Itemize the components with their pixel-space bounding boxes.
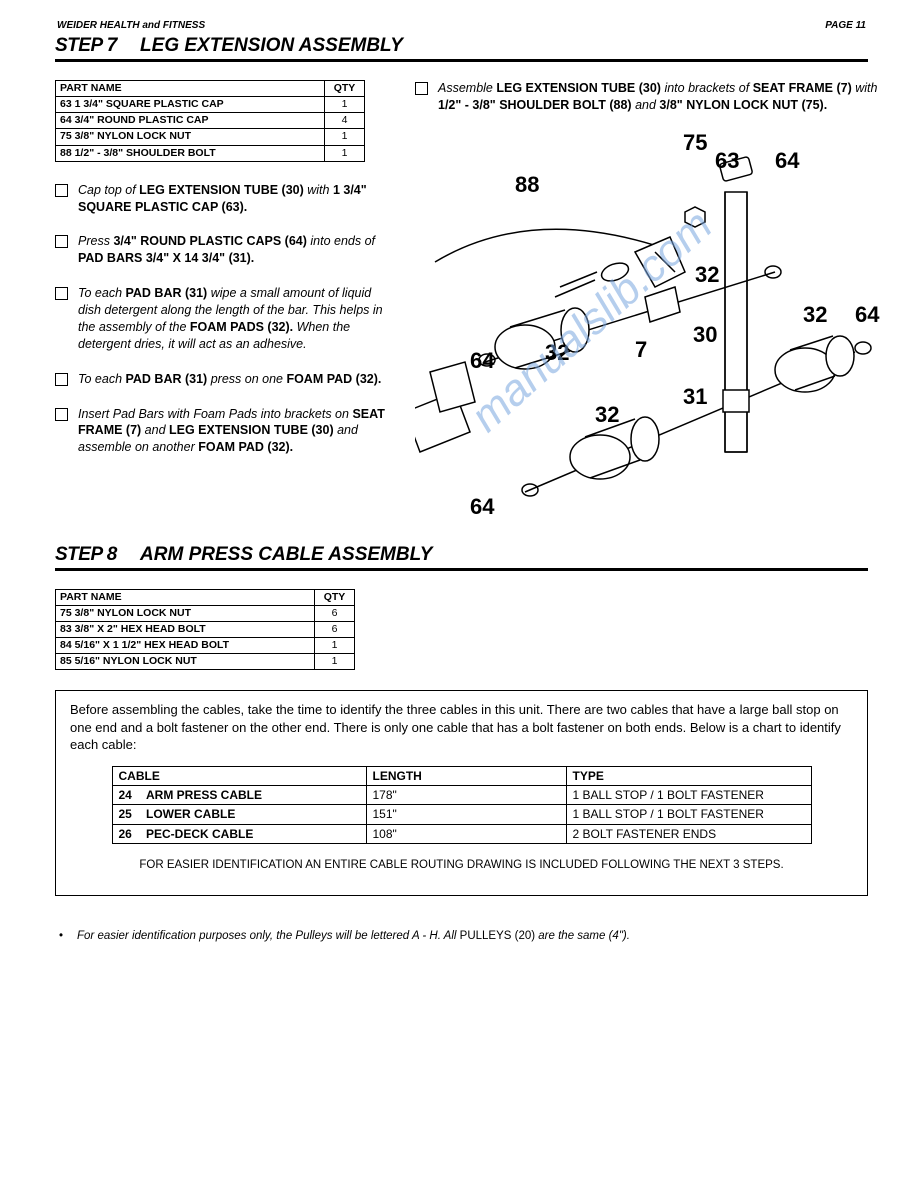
step7-title: STEP 7 LEG EXTENSION ASSEMBLY	[55, 35, 868, 62]
step8-parts-table: PART NAME QTY 75 3/8" NYLON LOCK NUT6 83…	[55, 589, 355, 671]
step7-label: LEG EXTENSION ASSEMBLY	[140, 35, 403, 56]
callout: 32	[595, 402, 619, 428]
table-row: 64 3/4" ROUND PLASTIC CAP4	[56, 113, 365, 129]
table-row: 75 3/8" NYLON LOCK NUT6	[56, 605, 355, 621]
instruction-item: Insert Pad Bars with Foam Pads into brac…	[55, 406, 385, 457]
info-note: FOR EASIER IDENTIFICATION AN ENTIRE CABL…	[70, 858, 853, 874]
instruction-item: To each PAD BAR (31) press on one FOAM P…	[55, 371, 385, 388]
instruction-text: Press 3/4" ROUND PLASTIC CAPS (64) into …	[78, 233, 385, 267]
step8-title: STEP 8 ARM PRESS CABLE ASSEMBLY	[55, 544, 868, 571]
callout: 64	[775, 148, 799, 174]
table-row: 24 ARM PRESS CABLE 178" 1 BALL STOP / 1 …	[112, 786, 811, 805]
callout: 32	[545, 340, 569, 366]
callout: 88	[515, 172, 539, 198]
table-row: 83 3/8" X 2" HEX HEAD BOLT6	[56, 622, 355, 638]
step8-label: ARM PRESS CABLE ASSEMBLY	[140, 544, 432, 565]
callout: 64	[470, 494, 494, 520]
instruction-text: To each PAD BAR (31) press on one FOAM P…	[78, 371, 385, 388]
instruction-item: Assemble LEG EXTENSION TUBE (30) into br…	[415, 80, 885, 114]
checkbox-icon	[55, 235, 68, 248]
assembly-diagram: 75 63 64 88 32 32 32 32 7 30 31 64 64 64…	[415, 112, 885, 532]
callout: 30	[693, 322, 717, 348]
table-row: 63 1 3/4" SQUARE PLASTIC CAP1	[56, 97, 365, 113]
callout: 75	[683, 130, 707, 156]
checkbox-icon	[55, 408, 68, 421]
checkbox-icon	[55, 184, 68, 197]
table-row: 25 LOWER CABLE 151" 1 BALL STOP / 1 BOLT…	[112, 805, 811, 824]
table-row: 84 5/16" X 1 1/2" HEX HEAD BOLT1	[56, 638, 355, 654]
callout: 32	[803, 302, 827, 328]
cable-info-box: Before assembling the cables, take the t…	[55, 690, 868, 896]
brand-label: WEIDER HEALTH and FITNESS	[57, 20, 205, 31]
col-partname: PART NAME	[56, 81, 325, 97]
instruction-text: Assemble LEG EXTENSION TUBE (30) into br…	[438, 80, 885, 114]
checkbox-icon	[415, 82, 428, 95]
instruction-text: To each PAD BAR (31) wipe a small amount…	[78, 285, 385, 353]
callout: 64	[855, 302, 879, 328]
page-number: PAGE 11	[825, 20, 866, 31]
checkbox-icon	[55, 373, 68, 386]
callout: 64	[470, 348, 494, 374]
instruction-item: Press 3/4" ROUND PLASTIC CAPS (64) into …	[55, 233, 385, 267]
step7-parts-table: PART NAME QTY 63 1 3/4" SQUARE PLASTIC C…	[55, 80, 365, 162]
instruction-text: Cap top of LEG EXTENSION TUBE (30) with …	[78, 182, 385, 216]
checkbox-icon	[55, 287, 68, 300]
callout: 31	[683, 384, 707, 410]
page-header: WEIDER HEALTH and FITNESS PAGE 11	[55, 20, 868, 31]
callout: 63	[715, 148, 739, 174]
col-partname: PART NAME	[56, 589, 315, 605]
cable-table: CABLE LENGTH TYPE 24 ARM PRESS CABLE 178…	[112, 766, 812, 844]
col-qty: QTY	[325, 81, 365, 97]
instruction-item: Cap top of LEG EXTENSION TUBE (30) with …	[55, 182, 385, 216]
table-row: 85 5/16" NYLON LOCK NUT1	[56, 654, 355, 670]
table-row: 26 PEC-DECK CABLE 108" 2 BOLT FASTENER E…	[112, 824, 811, 843]
table-row: 75 3/8" NYLON LOCK NUT1	[56, 129, 365, 145]
col-cable: CABLE	[112, 767, 366, 786]
instruction-item: To each PAD BAR (31) wipe a small amount…	[55, 285, 385, 353]
col-length: LENGTH	[366, 767, 566, 786]
col-type: TYPE	[566, 767, 811, 786]
callout: 32	[695, 262, 719, 288]
col-qty: QTY	[315, 589, 355, 605]
footnote: For easier identification purposes only,…	[55, 930, 868, 942]
table-row: 88 1/2" - 3/8" SHOULDER BOLT1	[56, 145, 365, 161]
step7-num: STEP 7	[55, 35, 117, 56]
step8-num: STEP 8	[55, 544, 117, 565]
info-text: Before assembling the cables, take the t…	[70, 701, 853, 754]
instruction-text: Insert Pad Bars with Foam Pads into brac…	[78, 406, 385, 457]
callout: 7	[635, 337, 647, 363]
